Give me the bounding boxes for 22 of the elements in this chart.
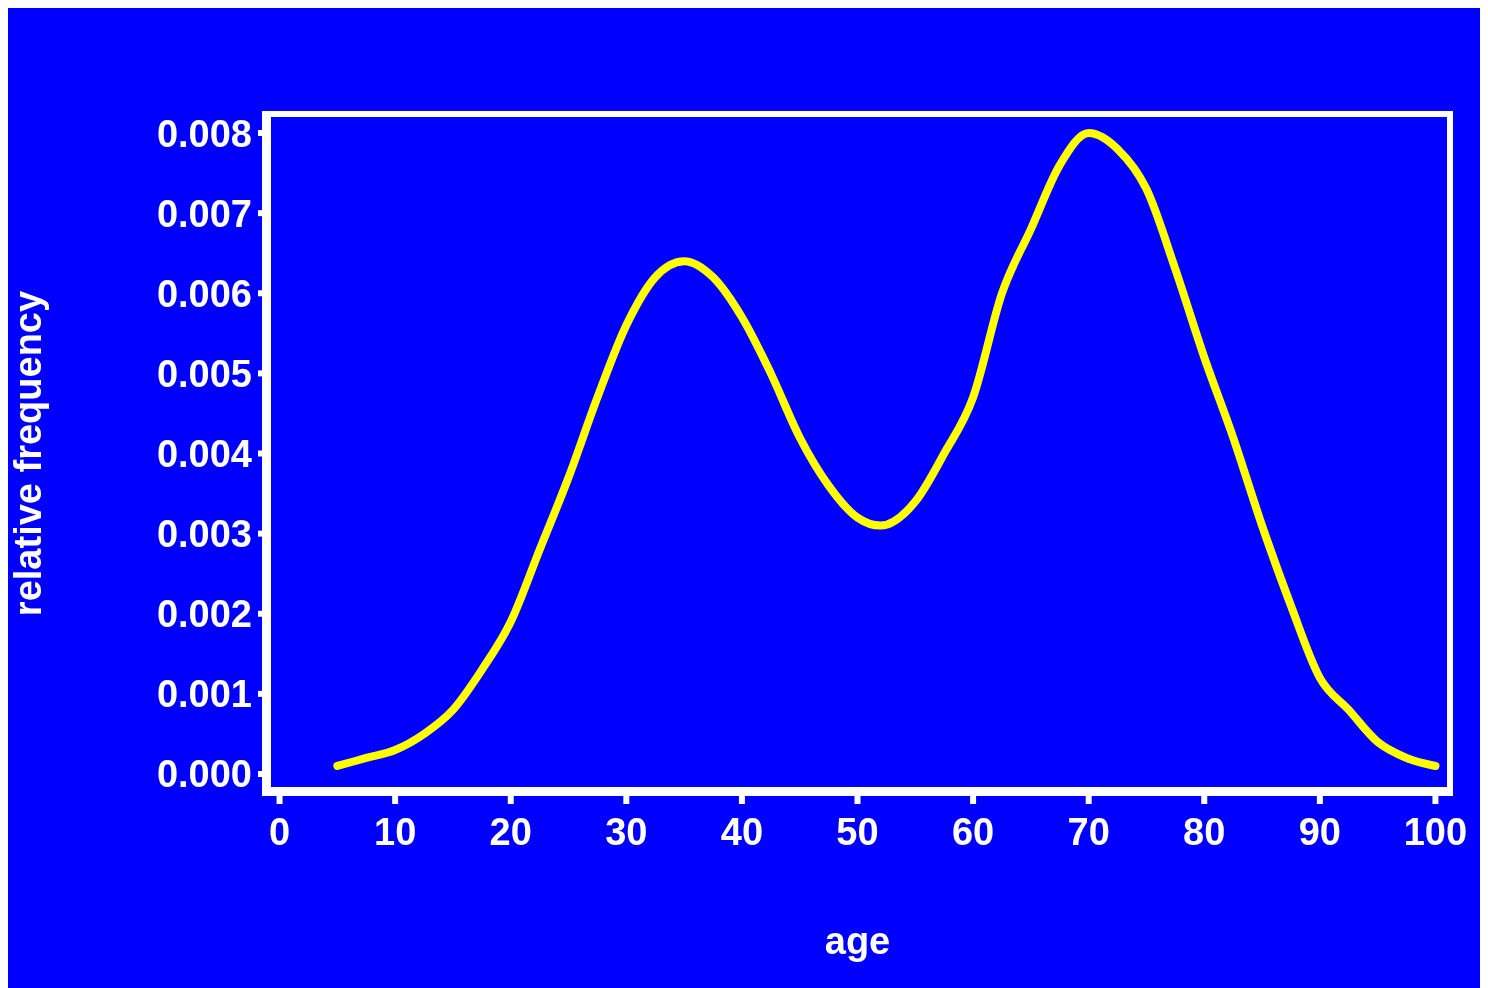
x-tick-label: 0	[268, 810, 291, 853]
x-tick-label: 50	[836, 810, 879, 853]
x-tick-label: 100	[1403, 810, 1468, 853]
y-tick-label: 0.002	[156, 593, 252, 636]
x-tick-label: 40	[720, 810, 764, 853]
y-tick-label: 0.005	[156, 352, 252, 395]
y-tick-label: 0.001	[156, 673, 252, 716]
y-tick-label: 0.003	[156, 513, 252, 556]
y-tick-label: 0.006	[156, 272, 252, 315]
x-tick-label: 90	[1298, 810, 1341, 853]
y-tick-label: 0.008	[156, 112, 252, 155]
x-axis-title: age	[824, 920, 891, 962]
x-tick-label: 80	[1183, 810, 1226, 853]
x-tick-label: 30	[605, 810, 648, 853]
x-tick-label: 10	[374, 810, 417, 853]
x-tick-label: 70	[1067, 810, 1110, 853]
x-tick-label: 60	[951, 810, 995, 853]
y-tick-label: 0.004	[156, 432, 252, 475]
y-tick-label: 0.000	[156, 753, 252, 796]
y-tick-label: 0.007	[156, 192, 252, 235]
y-axis-title: relative frequency	[7, 290, 50, 617]
x-tick-label: 20	[489, 810, 532, 853]
